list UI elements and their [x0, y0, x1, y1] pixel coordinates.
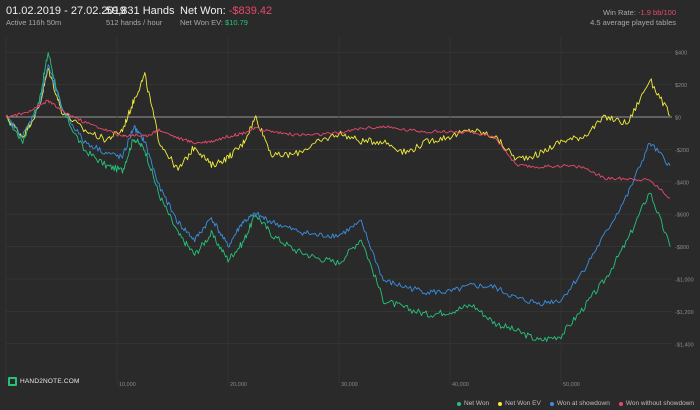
- logo-text: HAND2NOTE.COM: [20, 378, 80, 385]
- y-tick-label: $0: [675, 116, 681, 122]
- legend-net-won: Net Won: [457, 400, 489, 407]
- net-won-value: -$839.42: [228, 5, 273, 17]
- x-tick-label: 20,000: [230, 382, 247, 388]
- win-rate: Win Rate: -1.9 bb/100: [603, 8, 676, 17]
- hands-count: 59,831 Hands: [106, 5, 175, 17]
- chart-legend: Net Won Net Won EV Won at showdown Won w…: [457, 400, 694, 407]
- y-tick-label: $400: [675, 51, 687, 57]
- legend-net-won-ev-label: Net Won EV: [505, 400, 541, 407]
- legend-net-won-swatch: [457, 401, 461, 406]
- active-time: Active 116h 50m: [6, 18, 62, 27]
- legend-showdown: Won at showdown: [549, 400, 610, 407]
- x-tick-label: 50,000: [563, 382, 580, 388]
- legend-non-showdown: Won without showdown: [618, 400, 694, 407]
- y-tick-label: -$600: [675, 213, 689, 219]
- net-won-line: [5, 52, 671, 342]
- hands-rate: 512 hands / hour: [106, 18, 163, 27]
- showdown-line: [5, 64, 671, 307]
- y-tick-label: -$1,000: [675, 278, 694, 284]
- hand2note-logo-icon: [8, 377, 17, 386]
- y-tick-label: -$1,200: [675, 310, 694, 316]
- legend-non-showdown-swatch: [618, 401, 623, 406]
- chart-header: 01.02.2019 - 27.02.2019 Active 116h 50m …: [0, 0, 700, 30]
- x-tick-label: 40,000: [452, 382, 469, 388]
- y-tick-label: -$400: [675, 180, 689, 186]
- legend-non-showdown-label: Won without showdown: [625, 400, 694, 407]
- net-won-label: Net Won:: [180, 5, 226, 17]
- x-tick-label: 10,000: [119, 382, 136, 388]
- net-won-ev-label: Net Won EV:: [180, 18, 223, 27]
- y-tick-label: -$200: [675, 148, 689, 154]
- legend-showdown-label: Won at showdown: [556, 400, 610, 407]
- legend-net-won-ev: Net Won EV: [498, 400, 541, 407]
- date-range: 01.02.2019 - 27.02.2019: [6, 5, 126, 17]
- average-tables: 4.5 average played tables: [590, 18, 676, 27]
- y-tick-label: -$1,400: [675, 342, 694, 348]
- win-rate-label: Win Rate:: [603, 8, 636, 17]
- net-won-ev-line: [5, 67, 671, 171]
- legend-net-won-label: Net Won: [464, 400, 490, 407]
- y-tick-label: $200: [675, 83, 687, 89]
- results-graph: $400 $200 $0 -$200 -$400 -$600 -$800 -$1,000 -$1…: [5, 36, 694, 388]
- net-won-summary: Net Won: -$839.42: [180, 5, 272, 17]
- legend-showdown-swatch: [549, 401, 554, 406]
- x-tick-label: 30,000: [341, 382, 358, 388]
- non-showdown-line: [5, 99, 671, 199]
- net-won-ev-value: $10.79: [225, 18, 248, 27]
- win-rate-value: -1.9 bb/100: [638, 8, 676, 17]
- legend-net-won-ev-swatch: [498, 401, 503, 406]
- y-tick-label: -$800: [675, 245, 689, 251]
- hand2note-logo: HAND2NOTE.COM: [8, 377, 80, 386]
- net-won-ev-summary: Net Won EV: $10.79: [180, 18, 248, 27]
